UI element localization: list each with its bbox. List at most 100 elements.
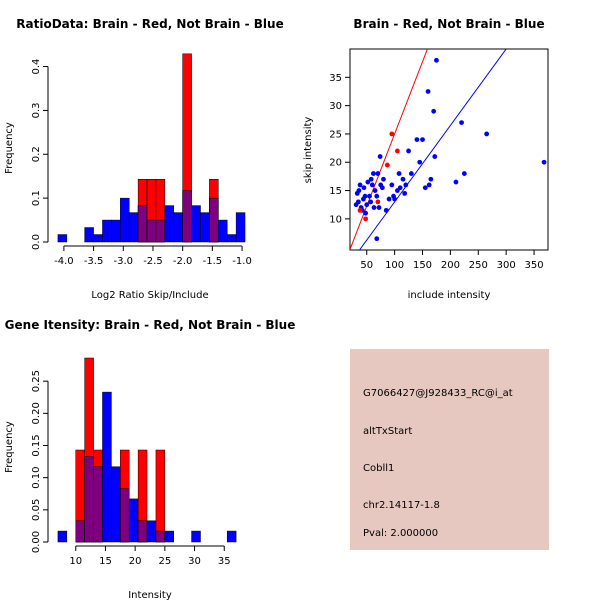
intensity-bar-overlap bbox=[155, 530, 166, 543]
ratio-histogram-axes: -4.0 -3.5 -3.0 -2.5 -2.0 -1.5 -1.0 0.0 0.1 0.2 0.3… bbox=[31, 59, 252, 267]
scatter-point-not-brain bbox=[364, 202, 370, 208]
ratio-bar-not-brain bbox=[57, 234, 68, 243]
scatter-x-tick-label: 300 bbox=[497, 260, 516, 271]
scatter-point-not-brain bbox=[392, 196, 398, 202]
intensity-y-tick-label: 0.15 bbox=[31, 434, 42, 456]
scatter-y-tick-label: 15 bbox=[329, 186, 342, 197]
intensity-x-tick-label: 35 bbox=[218, 556, 231, 567]
info-panel: G7066427@J928433_RC@i_at altTxStart Cobl… bbox=[350, 349, 549, 550]
scatter-point-brain bbox=[389, 131, 395, 137]
scatter-title: Brain - Red, Not Brain - Blue bbox=[353, 17, 544, 31]
scatter-point-not-brain bbox=[374, 193, 380, 199]
scatter-point-not-brain bbox=[426, 182, 432, 188]
intensity-histogram-axes: 10 15 20 25 30 35 0.00 0.05 0.10 0.15 0.20 0.25 bbox=[31, 370, 231, 567]
scatter-point-not-brain bbox=[403, 182, 409, 188]
scatter-point-not-brain bbox=[361, 185, 367, 191]
intensity-x-tick-label: 10 bbox=[69, 556, 82, 567]
intensity-histogram-xlabel: Intensity bbox=[128, 590, 172, 600]
scatter-point-not-brain bbox=[402, 190, 408, 196]
ratio-y-tick-label: 0.3 bbox=[31, 102, 42, 118]
intensity-bar-overlap bbox=[84, 456, 94, 543]
scatter-point-not-brain bbox=[461, 171, 467, 176]
intensity-histogram: Gene Itensity: Brain - Red, Not Brain - … bbox=[4, 318, 295, 600]
ratio-bar-not-brain bbox=[84, 227, 94, 243]
scatter-y-tick-label: 30 bbox=[329, 101, 342, 112]
intensity-bar-not-brain bbox=[191, 530, 201, 543]
scatter-y-tick-label: 20 bbox=[329, 158, 342, 169]
scatter-point-not-brain bbox=[397, 185, 403, 191]
scatter-point-not-brain bbox=[425, 89, 431, 94]
intensity-bar-not-brain bbox=[111, 466, 121, 543]
scatter-point-brain bbox=[375, 199, 381, 205]
ratio-bar-not-brain bbox=[120, 197, 130, 243]
scatter-y-tick-label: 10 bbox=[329, 214, 342, 225]
ratio-histogram-bars bbox=[57, 53, 246, 243]
intensity-bar-overlap bbox=[75, 520, 85, 543]
scatter-y-tick-label: 25 bbox=[329, 129, 342, 140]
ratio-bar-overlap bbox=[137, 205, 148, 243]
ratio-y-tick-label: 0.4 bbox=[31, 59, 42, 75]
scatter-point-not-brain bbox=[406, 148, 411, 154]
scatter-point-not-brain bbox=[381, 176, 386, 182]
scatter-point-not-brain bbox=[371, 171, 376, 176]
scatter-point-not-brain bbox=[362, 193, 368, 199]
scatter-x-tick-label: 250 bbox=[469, 260, 488, 271]
ratio-bar-overlap bbox=[155, 219, 166, 243]
scatter-point-not-brain bbox=[368, 176, 374, 182]
scatter-fit-line-red bbox=[350, 49, 428, 250]
scatter-points bbox=[353, 57, 547, 242]
ratio-y-tick-label: 0.1 bbox=[31, 190, 42, 206]
intensity-x-tick-label: 25 bbox=[158, 556, 171, 567]
scatter-point-not-brain bbox=[420, 137, 425, 142]
scatter-point-not-brain bbox=[365, 179, 371, 185]
ratio-x-tick-label: -3.0 bbox=[114, 256, 134, 267]
scatter-x-tick-label: 100 bbox=[385, 260, 404, 271]
intensity-x-tick-label: 20 bbox=[129, 556, 142, 567]
intensity-bar-not-brain bbox=[164, 530, 175, 543]
intensity-bar-not-brain bbox=[57, 530, 68, 543]
scatter-point-not-brain bbox=[357, 182, 363, 188]
scatter-point-not-brain bbox=[369, 182, 375, 188]
scatter-point-not-brain bbox=[459, 120, 464, 126]
scatter-axes: 50 100 150 200 250 300 350 10 15 20 25 30 35 bbox=[329, 73, 543, 271]
scatter-point-not-brain bbox=[428, 176, 434, 182]
ratio-bar-not-brain bbox=[226, 234, 237, 243]
scatter-point-not-brain bbox=[368, 199, 374, 205]
scatter-plot-box bbox=[349, 48, 549, 251]
scatter-x-tick-label: 200 bbox=[441, 260, 460, 271]
scatter-point-not-brain bbox=[367, 193, 372, 199]
ratio-bar-not-brain bbox=[102, 219, 112, 243]
scatter-point-not-brain bbox=[453, 179, 459, 185]
probe-id: G7066427@J928433_RC@i_at bbox=[363, 388, 513, 399]
intensity-bar-overlap bbox=[120, 488, 130, 543]
ratio-bar-not-brain bbox=[164, 205, 175, 243]
ratio-x-tick-label: -1.5 bbox=[203, 256, 223, 267]
scatter-point-not-brain bbox=[383, 207, 389, 213]
scatter-point-not-brain bbox=[396, 171, 402, 176]
intensity-y-tick-label: 0.25 bbox=[31, 370, 42, 392]
intensity-histogram-title: Gene Itensity: Brain - Red, Not Brain - … bbox=[5, 318, 296, 332]
scatter-point-not-brain bbox=[363, 210, 369, 216]
scatter-point-not-brain bbox=[375, 171, 381, 176]
scatter-x-tick-label: 50 bbox=[360, 260, 373, 271]
ratio-x-tick-label: -2.5 bbox=[143, 256, 163, 267]
ratio-x-tick-label: -4.0 bbox=[54, 256, 74, 267]
intensity-bar-overlap bbox=[93, 466, 103, 543]
ratio-bar-not-brain bbox=[111, 219, 121, 243]
scatter-x-tick-label: 350 bbox=[525, 260, 544, 271]
intensity-y-tick-label: 0.20 bbox=[31, 402, 42, 424]
scatter-point-not-brain bbox=[432, 154, 438, 159]
p-value: Pval: 2.000000 bbox=[363, 528, 438, 539]
scatter-regression-lines bbox=[350, 49, 507, 250]
intensity-scatter: Brain - Red, Not Brain - Blue include in… bbox=[303, 17, 549, 301]
scatter-point-not-brain bbox=[484, 131, 490, 137]
scatter-x-tick-label: 150 bbox=[413, 260, 432, 271]
intensity-bar-not-brain bbox=[226, 530, 237, 543]
gene-name: Cobll1 bbox=[363, 463, 394, 474]
ratio-x-tick-label: -3.5 bbox=[84, 256, 104, 267]
ratio-histogram: RatioData: Brain - Red, Not Brain - Blue… bbox=[4, 17, 284, 301]
scatter-point-not-brain bbox=[356, 188, 362, 193]
ratio-bar-overlap bbox=[182, 190, 192, 243]
intensity-bar-not-brain bbox=[102, 391, 112, 543]
